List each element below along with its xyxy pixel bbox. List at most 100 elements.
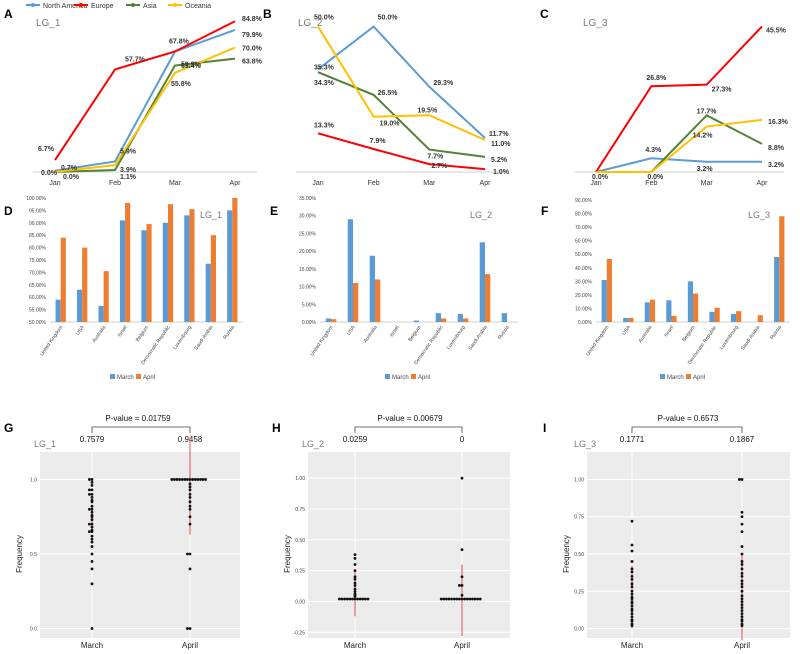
point-G-march-30 xyxy=(90,567,94,571)
series-line-C-oceania xyxy=(596,118,763,173)
x-tick-A-1: Feb xyxy=(109,180,121,187)
data-label-A-4: 5.9% xyxy=(120,149,137,156)
point-H-april-20 xyxy=(478,597,482,601)
panel-letter-G: G xyxy=(4,421,13,435)
point-H-april-9 xyxy=(455,597,459,601)
x-tick-F-1: USA xyxy=(621,324,632,336)
point-H-april-21 xyxy=(439,597,443,601)
data-label-B-13: 11.0% xyxy=(491,141,511,148)
x-tick-F-3: Israel xyxy=(663,325,675,338)
bar-D-march-6 xyxy=(184,215,190,322)
point-H-april-7 xyxy=(458,597,461,601)
data-label-C-10: 8.8% xyxy=(768,145,785,152)
point-H-march-17 xyxy=(358,597,362,601)
data-label-C-5: 27.3% xyxy=(712,87,733,94)
y-tick-H-3: 0.50 xyxy=(295,538,305,544)
x-tick-B-0: Jan xyxy=(312,180,323,187)
data-label-A-10: 59.9% xyxy=(181,62,202,69)
point-I-april-17 xyxy=(740,594,744,598)
point-G-march-6 xyxy=(90,492,94,496)
x-tick-E-2: Australia xyxy=(363,325,379,345)
point-H-march-18 xyxy=(345,597,349,601)
legend-marker-0 xyxy=(31,3,35,7)
y-tick-E-2: 10.00% xyxy=(299,285,317,291)
data-label-B-15: 1.0% xyxy=(493,169,510,176)
point-I-april-10 xyxy=(740,567,744,571)
point-G-april-24 xyxy=(188,552,192,556)
point-G-april-21 xyxy=(188,507,192,511)
point-H-april-6 xyxy=(460,597,464,601)
series-line-C-north-america xyxy=(595,157,762,173)
point-I-march-20 xyxy=(630,615,634,619)
y-tick-E-5: 25.00% xyxy=(299,231,317,237)
point-I-april-21 xyxy=(740,606,744,610)
point-G-april-23 xyxy=(188,522,192,526)
y-tick-E-7: 35.00% xyxy=(299,196,317,202)
data-label-A-1: 0.0% xyxy=(41,170,58,177)
y-tick-F-7: 70.00% xyxy=(575,225,593,231)
point-G-march-10 xyxy=(90,500,94,504)
panel-letter-A: A xyxy=(4,7,13,21)
p-value-I: P-value = 0.6573 xyxy=(658,414,719,423)
data-label-B-2: 34.3% xyxy=(314,80,335,87)
y-tick-H-0: -0.25 xyxy=(294,630,306,636)
point-H-march-16 xyxy=(348,597,352,601)
point-G-march-14 xyxy=(90,510,94,514)
series-line-A-oceania xyxy=(54,46,236,173)
point-H-march-9 xyxy=(353,590,357,594)
x-tick-E-8: Russia xyxy=(497,325,511,341)
legend-label-1: Europe xyxy=(91,3,114,10)
y-tick-D-3: 65.00% xyxy=(29,283,47,289)
point-H-april-16 xyxy=(473,597,477,601)
significance-bracket-G xyxy=(91,426,191,433)
series-line-B-oceania xyxy=(317,26,486,141)
point-H-march-14 xyxy=(351,597,354,601)
y-tick-D-0: 50.00% xyxy=(29,320,47,326)
legend-swatch-D-0 xyxy=(110,374,115,379)
point-H-march-12 xyxy=(353,595,357,598)
y-tick-E-1: 5.00% xyxy=(302,302,317,308)
point-G-april-2 xyxy=(191,478,195,481)
point-H-march-24 xyxy=(338,597,341,601)
y-tick-D-2: 60.00% xyxy=(29,295,47,301)
point-I-april-19 xyxy=(740,600,744,604)
data-label-C-6: 14.2% xyxy=(693,133,714,140)
point-I-march-8 xyxy=(630,582,634,586)
point-I-april-14 xyxy=(740,582,744,586)
chart-title-F: LG_3 xyxy=(748,210,770,220)
point-H-april-4 xyxy=(458,584,461,587)
series-line-A-asia xyxy=(54,57,236,173)
x-tick-F-2: Australia xyxy=(637,325,653,345)
point-H-april-0 xyxy=(460,476,464,480)
point-H-march-15 xyxy=(356,597,359,601)
point-I-april-4 xyxy=(740,522,744,526)
bar-F-april-8 xyxy=(779,216,785,322)
legend-label-D-0: March xyxy=(117,375,134,381)
mean-label-I-0: 0.1771 xyxy=(620,435,645,444)
x-tick-E-1: USA xyxy=(346,324,357,336)
y-tick-H-2: 0.25 xyxy=(295,569,305,575)
bar-F-march-0 xyxy=(601,279,607,322)
y-tick-H-4: 0.75 xyxy=(295,507,305,513)
legend-label-F-0: March xyxy=(667,375,684,381)
point-H-april-19 xyxy=(442,597,446,601)
series-line-B-north-america xyxy=(317,25,486,139)
y-tick-F-4: 40.00% xyxy=(575,266,593,272)
x-tick-D-6: Luxembourg xyxy=(172,325,193,351)
bar-D-march-7 xyxy=(205,263,211,322)
point-G-march-22 xyxy=(90,530,94,534)
point-G-march-18 xyxy=(90,522,94,526)
legend-swatch-D-1 xyxy=(136,374,141,379)
point-I-april-24 xyxy=(740,615,744,619)
y-axis-label-H: Frequency xyxy=(283,535,292,573)
point-G-march-20 xyxy=(90,525,94,529)
point-H-april-3 xyxy=(460,584,464,587)
y-tick-D-7: 85.00% xyxy=(29,233,47,239)
point-G-april-10 xyxy=(201,478,205,481)
x-tick-E-3: Israel xyxy=(389,325,401,338)
y-axis-label-G: Frequency xyxy=(15,535,24,573)
point-I-april-22 xyxy=(740,609,744,613)
series-line-B-asia xyxy=(317,71,486,158)
legend-marker-2 xyxy=(131,3,135,7)
mean-label-H-1: 0 xyxy=(460,435,465,444)
